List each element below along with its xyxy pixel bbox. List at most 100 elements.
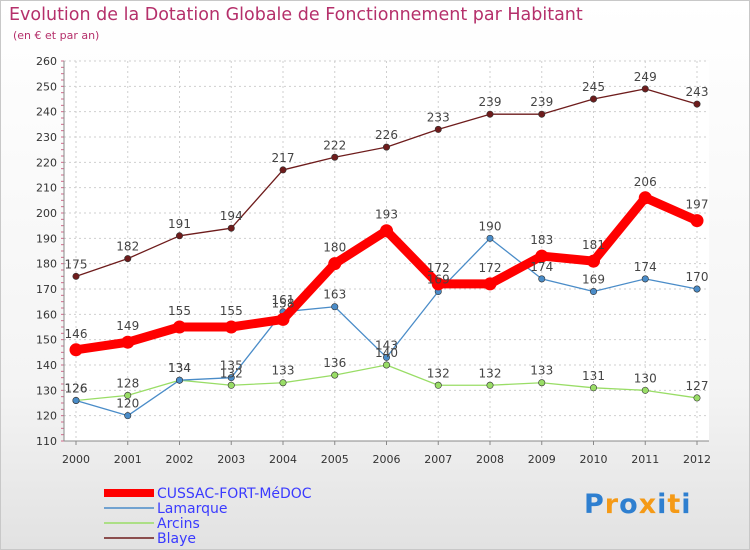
data-point [328, 257, 342, 271]
data-point [693, 285, 701, 293]
x-tick-label: 2000 [62, 453, 90, 466]
data-point [121, 335, 135, 349]
data-label: 193 [375, 208, 398, 222]
data-label: 155 [220, 304, 243, 318]
y-tick-label: 200 [36, 207, 57, 220]
chart-title: Evolution de la Dotation Globale de Fonc… [9, 5, 583, 25]
data-label: 174 [634, 260, 657, 274]
data-point [227, 381, 235, 389]
data-point [690, 214, 704, 228]
data-label: 163 [323, 288, 346, 302]
y-tick-label: 160 [36, 308, 57, 321]
data-point [331, 371, 339, 379]
data-point [538, 379, 546, 387]
data-label: 197 [686, 198, 709, 212]
data-point [587, 254, 600, 268]
data-point [535, 249, 549, 263]
data-point [483, 277, 497, 291]
data-label: 169 [427, 273, 450, 287]
data-label: 222 [323, 138, 346, 152]
data-point [124, 412, 132, 420]
series [69, 85, 704, 420]
data-label: 249 [634, 70, 657, 84]
data-label: 194 [220, 209, 243, 223]
data-point [124, 255, 132, 263]
data-point [589, 288, 597, 296]
x-tick-label: 2001 [114, 453, 142, 466]
data-point [434, 125, 442, 133]
data-label: 132 [479, 366, 502, 380]
y-tick-label: 170 [36, 283, 57, 296]
data-point [434, 381, 442, 389]
data-point [431, 277, 445, 291]
data-label: 243 [686, 85, 709, 99]
y-tick-label: 130 [36, 384, 57, 397]
x-tick-label: 2005 [321, 453, 349, 466]
data-point [276, 312, 290, 326]
logo-letter: x [638, 489, 658, 520]
chart-subtitle: (en € et par an) [13, 29, 100, 42]
data-label: 174 [530, 260, 553, 274]
logo-letter: r [604, 489, 620, 520]
data-point [279, 379, 287, 387]
data-point [693, 100, 701, 108]
data-point [486, 234, 494, 242]
data-point [227, 374, 235, 382]
data-point [382, 143, 390, 151]
data-label: 134 [168, 361, 191, 375]
data-label: 169 [582, 273, 605, 287]
data-point [227, 224, 235, 232]
data-point [124, 391, 132, 399]
data-point [380, 224, 393, 238]
x-tick-label: 2002 [166, 453, 194, 466]
data-label: 217 [272, 151, 295, 165]
data-point [538, 110, 546, 118]
data-label: 149 [116, 319, 139, 333]
data-label: 161 [272, 293, 295, 307]
x-tick-label: 2010 [580, 453, 608, 466]
x-tick-label: 2007 [424, 453, 452, 466]
legend-label: Lamarque [157, 501, 227, 517]
data-label: 233 [427, 110, 450, 124]
data-label: 155 [168, 304, 191, 318]
data-point [589, 384, 597, 392]
data-label: 158 [272, 296, 295, 310]
data-label: 143 [375, 338, 398, 352]
x-tick-label: 2006 [373, 453, 401, 466]
data-label: 128 [116, 376, 139, 390]
data-label: 130 [634, 371, 657, 385]
data-label: 239 [530, 95, 553, 109]
data-label: 133 [530, 364, 553, 378]
y-tick-label: 190 [36, 232, 57, 245]
legend-label: Blaye [157, 531, 196, 547]
x-tick-label: 2012 [683, 453, 711, 466]
data-label: 135 [220, 359, 243, 373]
logo-letter: P [584, 489, 605, 520]
data-label: 226 [375, 128, 398, 142]
data-point [589, 95, 597, 103]
x-tick-label: 2011 [631, 453, 659, 466]
data-labels: 175 182 191 194 217 222 226 233 239 239 245 249 243 1… [65, 70, 709, 411]
data-label: 183 [530, 233, 553, 247]
data-point [224, 320, 238, 334]
data-label: 131 [582, 369, 605, 383]
data-point [638, 191, 652, 205]
data-label: 127 [686, 379, 709, 393]
data-point [279, 166, 287, 174]
data-label: 146 [65, 327, 88, 341]
data-label: 126 [65, 381, 88, 395]
x-tick-label: 2008 [476, 453, 504, 466]
legend-label: Arcins [157, 516, 200, 532]
data-point [693, 394, 701, 402]
y-tick-label: 250 [36, 80, 57, 93]
data-label: 172 [427, 261, 450, 275]
data-label: 134 [168, 361, 191, 375]
legend-label: CUSSAC-FORT-MéDOC [157, 486, 312, 502]
data-point [538, 275, 546, 283]
data-point [69, 343, 83, 357]
y-tick-label: 220 [36, 156, 57, 169]
data-point [331, 303, 339, 311]
data-label: 132 [427, 366, 450, 380]
